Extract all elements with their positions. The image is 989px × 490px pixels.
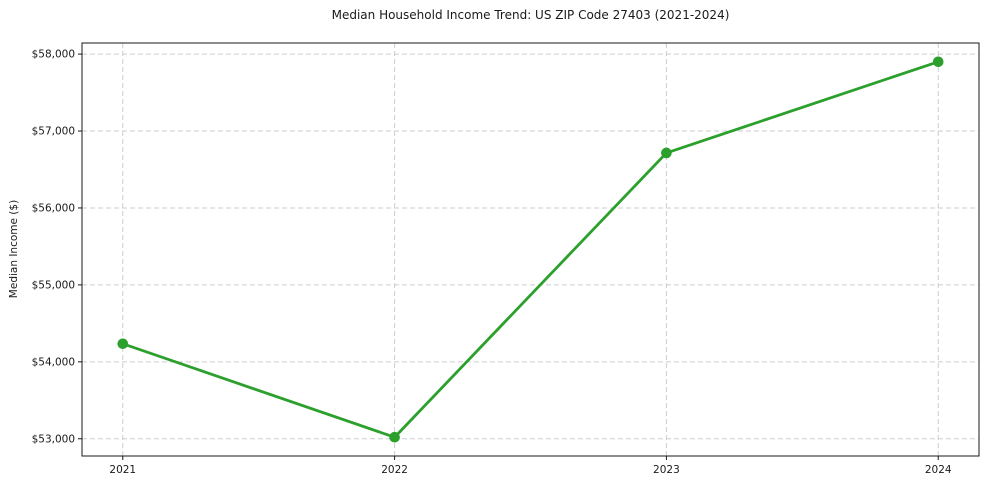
chart-title: Median Household Income Trend: US ZIP Co… (331, 8, 730, 22)
y-tick-label: $56,000 (32, 202, 75, 214)
plot-border (81, 42, 980, 457)
y-tick-label: $58,000 (32, 49, 75, 61)
y-tick-label: $57,000 (32, 126, 75, 138)
x-tick-label: 2024 (925, 464, 952, 476)
trend-line (121, 60, 940, 439)
data-point-2023 (661, 147, 672, 159)
data-point-2021 (117, 338, 129, 350)
x-tick-label: 2023 (653, 464, 680, 476)
data-point-2022 (389, 431, 400, 443)
y-tick-label: $53,000 (32, 433, 75, 445)
x-tick-label: 2021 (109, 464, 136, 476)
x-tick-label: 2022 (381, 464, 408, 476)
y-tick-label: $55,000 (32, 279, 75, 291)
y-tick-label: $54,000 (32, 356, 75, 368)
data-point-2024 (932, 56, 944, 68)
